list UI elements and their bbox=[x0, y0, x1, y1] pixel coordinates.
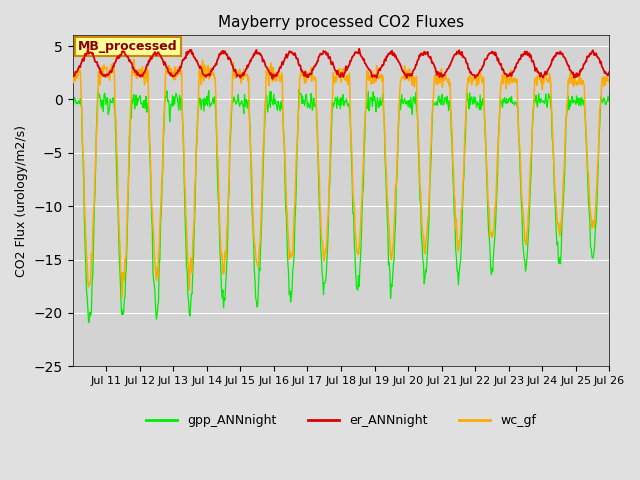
Text: MB_processed: MB_processed bbox=[78, 40, 177, 53]
Y-axis label: CO2 Flux (urology/m2/s): CO2 Flux (urology/m2/s) bbox=[15, 125, 28, 277]
Legend: gpp_ANNnight, er_ANNnight, wc_gf: gpp_ANNnight, er_ANNnight, wc_gf bbox=[141, 409, 541, 432]
Title: Mayberry processed CO2 Fluxes: Mayberry processed CO2 Fluxes bbox=[218, 15, 464, 30]
